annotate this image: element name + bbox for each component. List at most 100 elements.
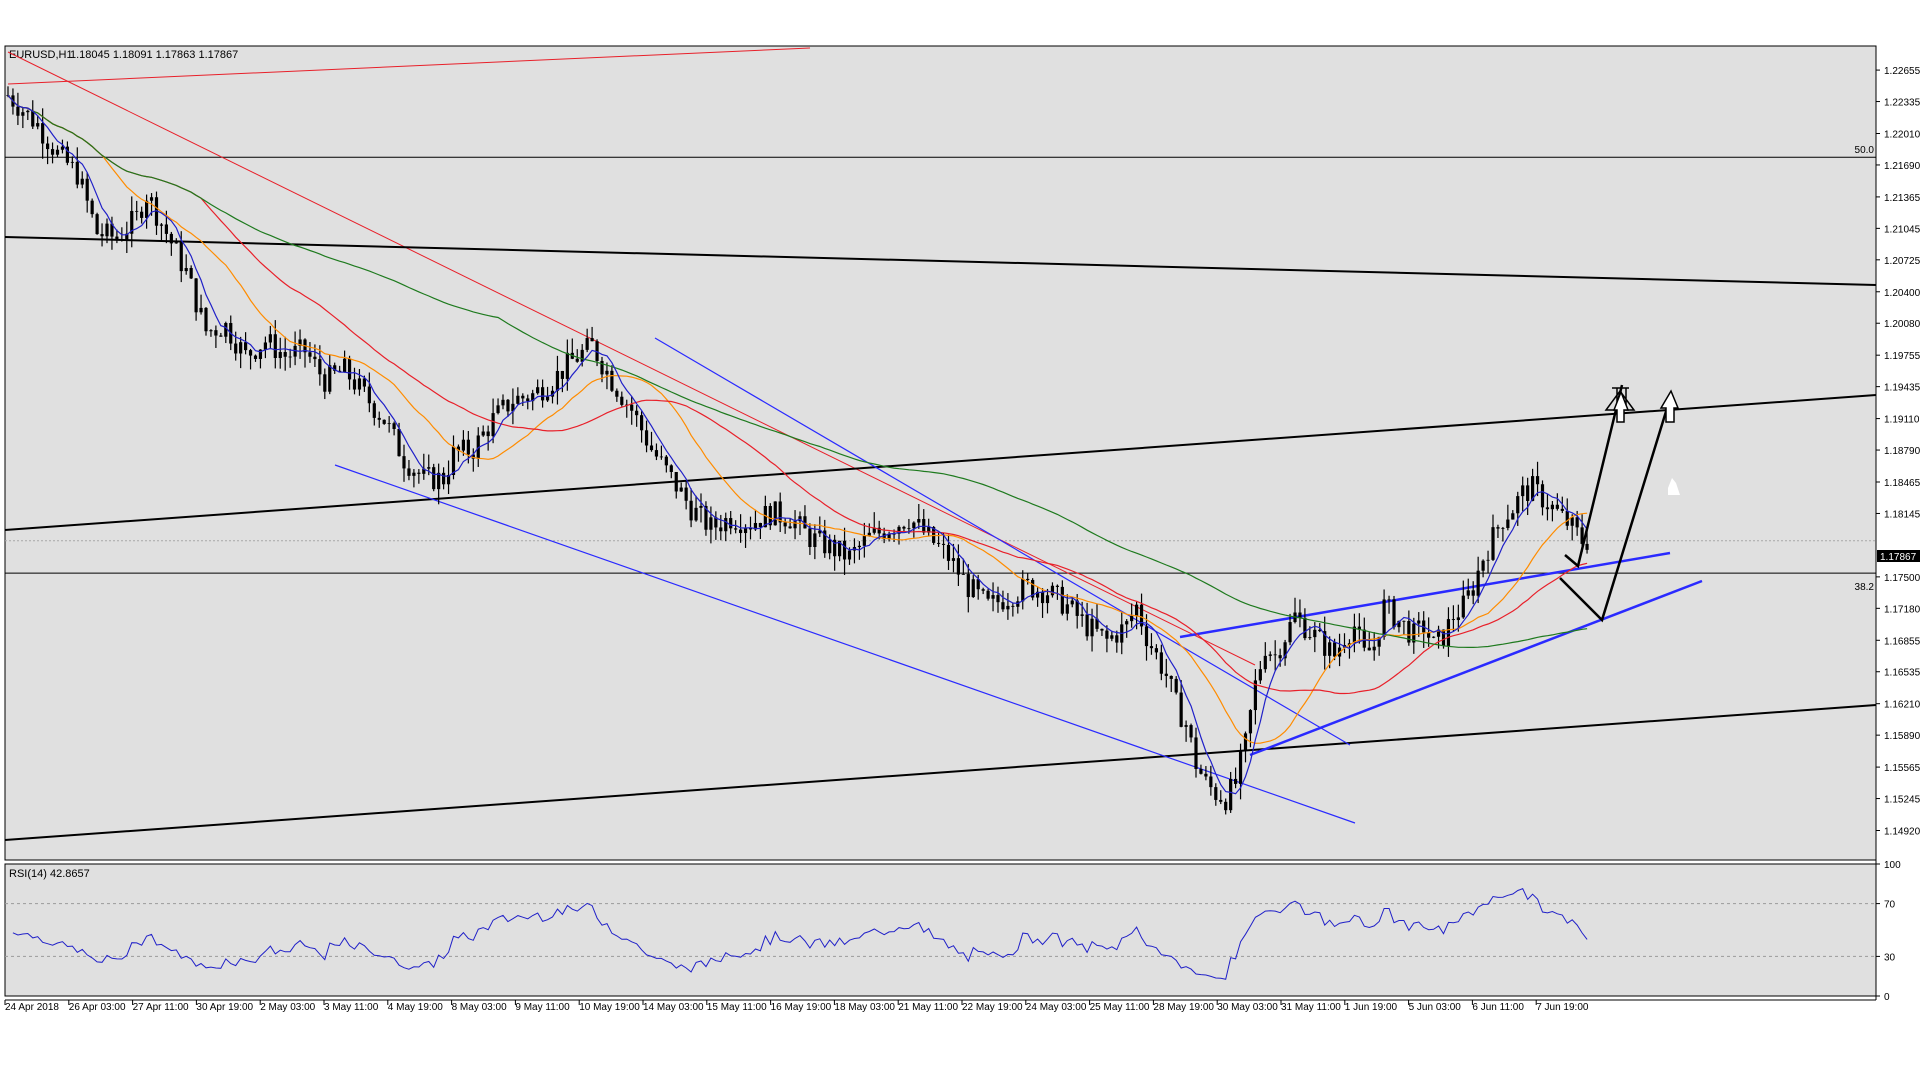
candle-body: [719, 527, 723, 532]
candle-body: [169, 233, 173, 244]
candle-body: [1125, 621, 1129, 625]
black-channel-top-line[interactable]: [4, 394, 1877, 531]
candle-body: [120, 238, 124, 240]
candle-body: [521, 395, 525, 399]
rsi-tick-label: 100: [1884, 860, 1901, 871]
candle-body: [887, 534, 891, 540]
candle-body: [1214, 787, 1218, 800]
candle-body: [867, 532, 871, 537]
candle-body: [912, 522, 916, 529]
rsi-subwindow[interactable]: [4, 863, 1877, 997]
candle-body: [1521, 485, 1525, 497]
candle-body: [1110, 635, 1114, 639]
candle-body: [308, 352, 312, 357]
candle-body: [154, 197, 159, 226]
price-tick-label: 1.16535: [1884, 668, 1920, 679]
time-tick-label: 22 May 19:00: [962, 1002, 1023, 1013]
candle-body: [397, 429, 401, 457]
price-tick-label: 1.21045: [1884, 224, 1920, 235]
candle-body: [36, 123, 40, 127]
black-resistance-line[interactable]: [4, 236, 1877, 286]
candle-body: [927, 527, 931, 533]
black-channel-bottom-line[interactable]: [4, 704, 1877, 841]
candle-body: [541, 387, 545, 401]
candle-body: [1130, 616, 1134, 622]
candle-body: [788, 526, 792, 529]
candle-body: [714, 517, 718, 528]
candle-body: [1367, 647, 1371, 651]
candle-body: [739, 529, 743, 534]
blue-wedge-upper-line[interactable]: [1179, 551, 1671, 639]
candle-body: [823, 530, 827, 554]
blue-wedge-lower-line[interactable]: [1249, 579, 1703, 757]
candle-body: [343, 358, 347, 373]
candle-body: [1545, 507, 1550, 510]
candle-body: [70, 161, 74, 163]
candle-body: [937, 542, 941, 544]
current-price-label: 1.17867: [1880, 552, 1917, 563]
current-price-marker: [1877, 550, 1920, 562]
price-tick-label: 1.19755: [1884, 351, 1920, 362]
candle-body: [1377, 636, 1381, 647]
candle-body: [1164, 673, 1168, 676]
red-upper-trendline[interactable]: [7, 47, 811, 85]
candle-body: [1456, 617, 1460, 621]
candle-body: [828, 539, 832, 554]
candle-body: [560, 370, 564, 379]
projection-arrow-path-a[interactable]: [1564, 384, 1624, 569]
candle-body: [951, 558, 956, 561]
candle-body: [1283, 642, 1287, 659]
candle-body: [491, 413, 495, 437]
candle-body: [179, 242, 183, 272]
fib-50-label: 50.0: [1855, 145, 1875, 156]
price-tick-label: 1.15890: [1884, 731, 1920, 742]
candle-body: [1144, 626, 1149, 647]
candle-body: [1516, 496, 1520, 514]
candle-body: [1397, 620, 1401, 628]
candle-body: [253, 355, 258, 359]
time-tick-label: 9 May 11:00: [515, 1002, 570, 1013]
candle-body: [1461, 595, 1465, 618]
candle-body: [991, 595, 995, 599]
candle-body: [635, 410, 639, 416]
candle-body: [1179, 692, 1183, 727]
candle-body: [1135, 604, 1139, 617]
candle-body: [1001, 602, 1005, 610]
blue-channel-lower-line[interactable]: [334, 464, 1356, 824]
candle-body: [85, 178, 89, 201]
candle-body: [214, 330, 218, 336]
candle-body: [1065, 604, 1069, 614]
candle-body: [100, 234, 104, 237]
candle-body: [1392, 599, 1396, 628]
candle-body: [323, 374, 327, 392]
main-chart-area[interactable]: [4, 45, 1877, 861]
candle-body: [1471, 590, 1475, 596]
candle-body: [382, 419, 386, 424]
price-tick-label: 1.19435: [1884, 383, 1920, 394]
candle-body: [268, 334, 272, 343]
candle-body: [1481, 560, 1485, 571]
candle-body: [115, 236, 119, 239]
candle-body: [145, 200, 149, 218]
candle-body: [1417, 620, 1421, 624]
price-tick-label: 1.17500: [1884, 573, 1920, 584]
price-tick-label: 1.20725: [1884, 256, 1920, 267]
candle-body: [1570, 517, 1574, 526]
candle-body: [526, 398, 530, 402]
projection-arrow-path-b[interactable]: [1559, 404, 1670, 623]
candle-body: [1273, 654, 1277, 656]
candle-body: [224, 323, 228, 337]
price-tick-label: 1.22655: [1884, 66, 1920, 77]
candle-body: [1204, 773, 1208, 777]
candle-body: [877, 527, 881, 534]
blue-channel-upper-line[interactable]: [654, 337, 1351, 746]
candle-body: [1328, 642, 1332, 656]
candle-body: [1234, 778, 1238, 784]
candle-body: [501, 399, 505, 406]
candle-body: [630, 404, 634, 411]
candle-body: [531, 393, 535, 402]
time-tick-label: 10 May 19:00: [579, 1002, 640, 1013]
candle-body: [743, 528, 748, 534]
